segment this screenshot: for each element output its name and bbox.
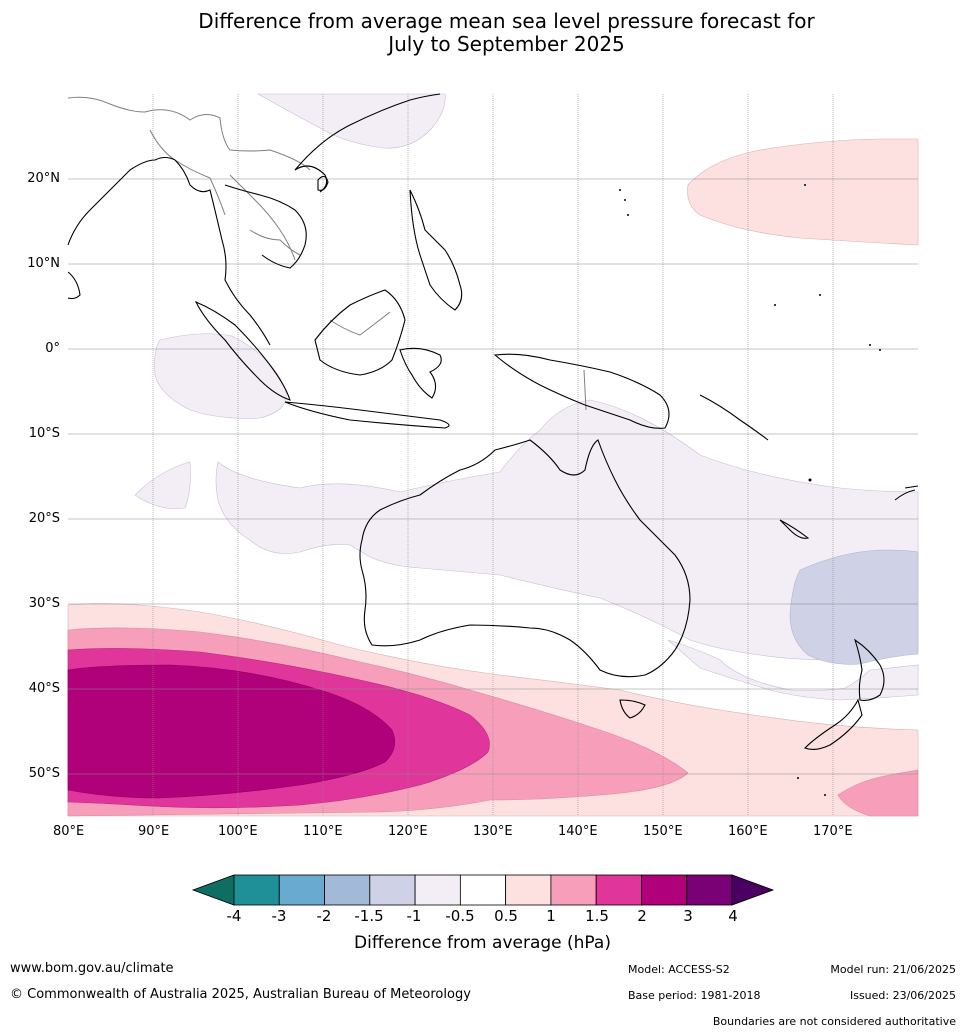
colorbar-tick: -4 [226,907,242,925]
lat-label-40s: 40°S [28,681,60,696]
colorbar-tick: -1 [406,907,422,925]
graticule [68,94,918,816]
model-run: Model run: 21/06/2025 [830,963,956,976]
lon-label-170e: 170°E [813,824,853,839]
small-islands [619,184,881,796]
anomaly-plus-2 [67,664,396,799]
lat-label-20s: 20°S [28,511,60,526]
anomaly-minus-1 [789,549,919,665]
issued-date: Issued: 23/06/2025 [849,989,956,1002]
lon-label-110e: 110°E [303,824,343,839]
chart-title: Difference from average mean sea level p… [0,10,965,56]
colorbar-swatch [641,874,688,906]
lat-label-50s: 50°S [28,766,60,781]
copyright: © Commonwealth of Australia 2025, Austra… [10,987,471,1002]
boundaries-disclaimer: Boundaries are not considered authoritat… [712,1015,956,1028]
title-line-1: Difference from average mean sea level p… [198,9,815,33]
colorbar-swatch [459,874,507,906]
lat-label-10s: 10°S [28,426,60,441]
colorbar-tick: -0.5 [445,907,475,925]
lon-label-80e: 80°E [53,824,85,839]
website-link[interactable]: www.bom.gov.au/climate [10,961,174,976]
lon-label-140e: 140°E [558,824,598,839]
colorbar-swatch [550,874,597,906]
map [67,93,919,817]
base-period: Base period: 1981-2018 [628,989,761,1002]
colorbar-swatch [686,874,733,906]
title-line-2: July to September 2025 [388,32,625,56]
colorbar-swatch [324,874,371,906]
model-name: Model: ACCESS-S2 [628,963,730,976]
colorbar-tick: 2 [637,907,647,925]
lon-label-150e: 150°E [643,824,683,839]
colorbar-tick: -1.5 [354,907,384,925]
colorbar-swatch [414,874,461,906]
colorbar-swatch [595,874,642,906]
lat-label-20n: 20°N [27,171,60,186]
lon-label-120e: 120°E [388,824,428,839]
colorbar-swatch [505,874,552,906]
lon-label-130e: 130°E [473,824,513,839]
lon-label-100e: 100°E [218,824,258,839]
colorbar-tick: 3 [683,907,693,925]
colorbar [191,874,775,906]
colorbar-extend-low [191,874,235,906]
lon-label-90e: 90°E [138,824,170,839]
anomaly-minus-0.5 [134,93,919,701]
country-boundaries [67,96,587,411]
lat-label-30s: 30°S [28,596,60,611]
lon-label-160e: 160°E [728,824,768,839]
coastlines [67,93,919,751]
colorbar-tick: -2 [316,907,332,925]
colorbar-label: Difference from average (hPa) [354,933,611,953]
colorbar-swatch [278,874,325,906]
colorbar-tick: 1.5 [585,907,609,925]
colorbar-tick: 4 [728,907,738,925]
lat-label-0: 0° [45,341,60,356]
colorbar-tick: -3 [271,907,287,925]
lat-label-10n: 10°N [27,256,60,271]
colorbar-extend-high [731,874,775,906]
colorbar-swatch [233,874,280,906]
colorbar-swatch [369,874,416,906]
colorbar-tick: 1 [546,907,556,925]
colorbar-tick: 0.5 [494,907,518,925]
